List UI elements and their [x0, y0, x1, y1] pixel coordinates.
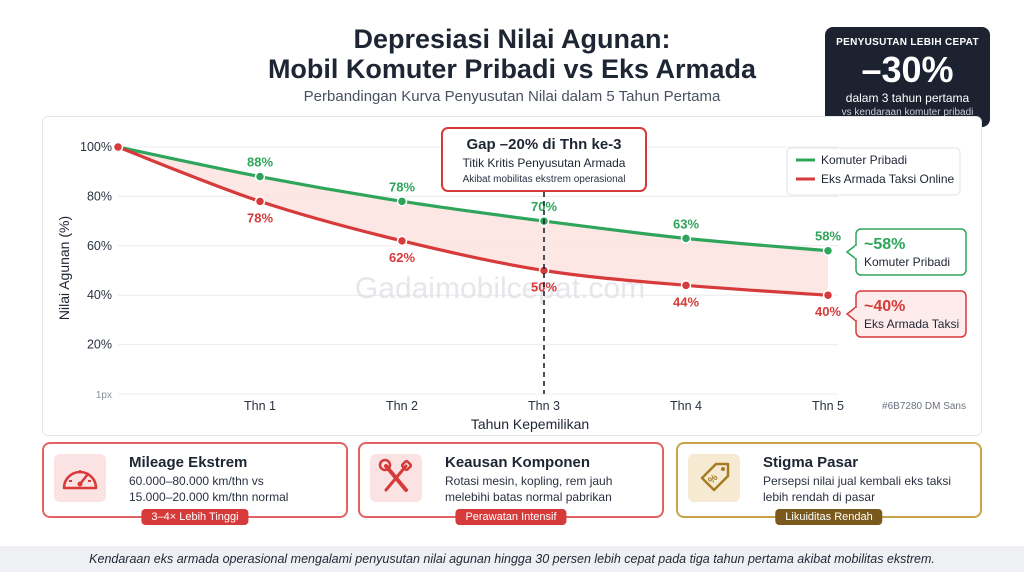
- annotation-line1: Titik Kritis Penyusutan Armada: [463, 156, 626, 170]
- callout-pointer: [845, 244, 857, 260]
- footer-note: Kendaraan eks armada operasional mengala…: [0, 546, 1024, 572]
- card-stigma: % Stigma Pasar Persepsi nilai jual kemba…: [676, 442, 982, 525]
- tools-icon: [370, 454, 422, 502]
- data-point: [680, 233, 692, 244]
- x-tick-label: Thn 2: [386, 399, 418, 413]
- stat-line2: vs kendaraan komuter pribadi: [841, 107, 974, 118]
- stat-line1: dalam 3 tahun pertama: [845, 91, 970, 105]
- data-point: [680, 280, 692, 291]
- callout-joint: [855, 246, 858, 258]
- chart-title-line2: Mobil Komuter Pribadi vs Eks Armada: [267, 54, 757, 84]
- x-tick-label: Thn 5: [812, 399, 844, 413]
- card-title: Stigma Pasar: [763, 454, 859, 471]
- y-tick-label: 80%: [87, 189, 112, 203]
- data-point: [822, 245, 834, 256]
- card-badge: Likuiditas Rendah: [775, 509, 883, 525]
- data-point: [822, 289, 834, 301]
- callout-text: Eks Armada Taksi: [864, 317, 959, 331]
- chart-title-line1: Depresiasi Nilai Agunan:: [353, 24, 671, 54]
- card-body-line1: Persepsi nilai jual kembali eks taksi: [763, 474, 952, 488]
- card-body-line1: Rotasi mesin, kopling, rem jauh: [445, 474, 613, 488]
- y-tick-label: 20%: [87, 338, 112, 352]
- data-label: 78%: [247, 210, 273, 225]
- card-body-line2: melebihi batas normal pabrikan: [445, 490, 612, 504]
- annotation-box: [441, 127, 647, 192]
- x-axis-label: Tahun Kepemilikan: [471, 416, 589, 432]
- series-line: [116, 145, 830, 297]
- stat-label: PENYUSUTAN LEBIH CEPAT: [836, 37, 979, 48]
- annotation-title: Gap –20% di Thn ke-3: [466, 136, 621, 153]
- data-label: 63%: [673, 216, 699, 231]
- y-tick-label: 1px: [96, 390, 112, 401]
- y-tick-label: 40%: [87, 288, 112, 302]
- card-mileage: Mileage Ekstrem 60.000–80.000 km/thn vs …: [42, 442, 348, 525]
- x-tick-label: Thn 3: [528, 399, 560, 413]
- callout-value: ~58%: [864, 236, 905, 253]
- line-chart: 100%80%60%40%20%1px Gadaimobilcepat.com …: [56, 127, 967, 432]
- card-body: 60.000–80.000 km/thn vs 15.000–20.000 km…: [129, 473, 288, 505]
- x-tick-label: Thn 1: [244, 399, 276, 413]
- price-tag-icon: %: [688, 454, 740, 502]
- card-badge: Perawatan Intensif: [455, 509, 567, 525]
- legend-box: [786, 147, 961, 196]
- card-badge: 3–4× Lebih Tinggi: [141, 509, 249, 525]
- data-point: [396, 235, 408, 247]
- y-tick-label: 100%: [80, 140, 112, 154]
- data-point: [254, 171, 266, 182]
- data-label: 78%: [389, 179, 415, 194]
- chart-subtitle: Perbandingan Kurva Penyusutan Nilai dala…: [303, 88, 721, 105]
- y-tick-label: 60%: [87, 239, 112, 253]
- data-point: [396, 196, 408, 207]
- legend-label: Eks Armada Taksi Online: [821, 172, 954, 186]
- card-body: Rotasi mesin, kopling, rem jauh melebihi…: [445, 473, 612, 505]
- series-line: [116, 145, 830, 253]
- corner-note: #6B7280 DM Sans: [882, 401, 966, 412]
- stat-box: PENYUSUTAN LEBIH CEPAT –30% dalam 3 tahu…: [825, 27, 990, 127]
- stat-value: –30%: [861, 49, 954, 90]
- data-point: [112, 141, 124, 153]
- data-label: 44%: [673, 294, 699, 309]
- data-label: 40%: [815, 304, 841, 319]
- card-keausan: Keausan Komponen Rotasi mesin, kopling, …: [358, 442, 664, 525]
- card-title: Mileage Ekstrem: [129, 454, 248, 471]
- data-label: 62%: [389, 250, 415, 265]
- x-tick-label: Thn 4: [670, 399, 702, 413]
- callout-value: ~40%: [864, 298, 905, 315]
- annotation-line2: Akibat mobilitas ekstrem operasional: [463, 174, 626, 185]
- callout-text: Komuter Pribadi: [864, 255, 950, 269]
- card-body-line1: 60.000–80.000 km/thn vs: [129, 474, 264, 488]
- data-label: 88%: [247, 155, 273, 170]
- data-label: 58%: [815, 229, 841, 244]
- data-label: 70%: [531, 199, 557, 214]
- legend-label: Komuter Pribadi: [821, 153, 907, 167]
- callout-joint: [855, 308, 858, 320]
- y-axis-label: Nilai Agunan (%): [56, 216, 72, 320]
- card-body-line2: lebih rendah di pasar: [763, 490, 876, 504]
- data-point: [254, 196, 266, 207]
- speedometer-icon: [54, 454, 106, 502]
- callout-pointer: [845, 306, 857, 322]
- card-body-line2: 15.000–20.000 km/thn normal: [129, 490, 289, 504]
- card-body: Persepsi nilai jual kembali eks taksi le…: [763, 473, 951, 505]
- card-title: Keausan Komponen: [445, 454, 591, 471]
